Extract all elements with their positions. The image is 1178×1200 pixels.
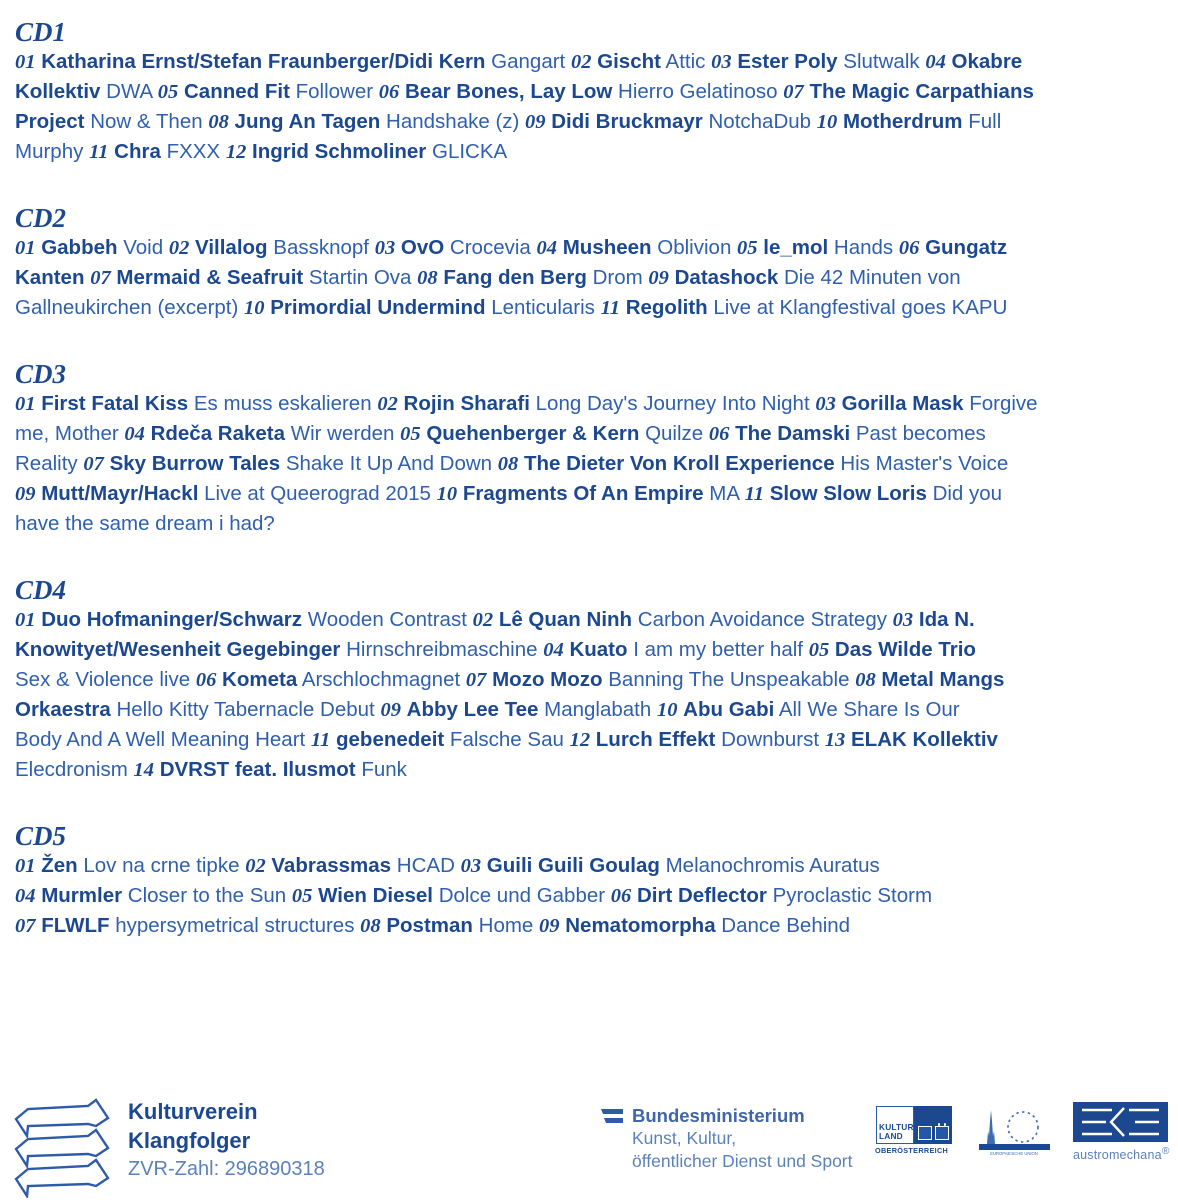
svg-text:EUROPAEISCHE UNION: EUROPAEISCHE UNION: [990, 1151, 1038, 1156]
